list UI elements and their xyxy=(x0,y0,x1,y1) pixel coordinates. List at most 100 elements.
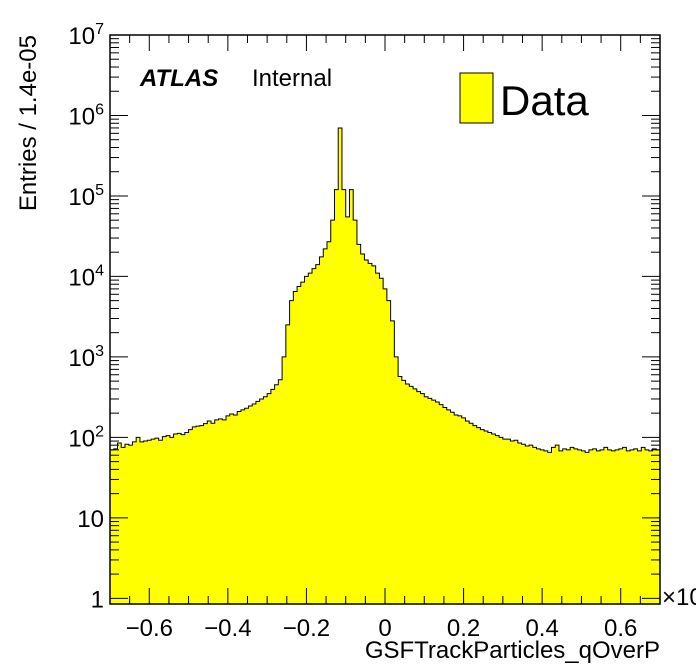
histogram-bar xyxy=(656,449,661,604)
histogram-bar xyxy=(484,430,489,604)
histogram-bar xyxy=(218,418,223,604)
y-tick-labels: 1 10 102 103 104 105 106 107 xyxy=(68,21,104,613)
histogram-bar xyxy=(450,412,455,604)
histogram-bar xyxy=(521,444,526,604)
axis-ticks xyxy=(109,34,661,604)
histogram-bar xyxy=(259,398,264,604)
histogram-bar xyxy=(334,189,339,604)
x-tick-label: 0.2 xyxy=(447,615,480,642)
histogram-bar xyxy=(349,189,354,604)
y-tick-label: 104 xyxy=(68,262,104,291)
histogram-bar xyxy=(356,244,362,604)
histogram-bar xyxy=(405,384,410,604)
histogram-bar xyxy=(630,449,635,604)
histogram-bar xyxy=(297,286,302,604)
histogram-bar xyxy=(637,450,642,604)
histogram-bar xyxy=(211,423,216,604)
histogram-bar xyxy=(435,402,440,604)
histogram-bar xyxy=(529,445,534,604)
legend: Data xyxy=(459,72,589,124)
histogram-bar xyxy=(327,241,332,605)
histogram-bar xyxy=(117,443,122,604)
histogram-bar xyxy=(345,216,350,604)
histogram-bar xyxy=(469,423,474,604)
histogram-bar xyxy=(184,432,189,604)
histogram-bar xyxy=(181,434,186,604)
histogram-bar xyxy=(233,414,238,604)
histogram-bar xyxy=(615,449,620,604)
y-tick-label: 107 xyxy=(68,21,104,50)
histogram-bar xyxy=(480,429,485,604)
histogram-bar xyxy=(248,406,253,604)
x-tick-label: 0.4 xyxy=(525,615,558,642)
histogram-bar xyxy=(401,380,406,604)
histogram-bar xyxy=(641,447,646,604)
histogram-bar xyxy=(237,411,242,604)
histogram-bar xyxy=(495,435,500,604)
histogram-bar xyxy=(244,408,249,604)
histogram-bar xyxy=(592,448,597,604)
histogram-bar xyxy=(555,445,560,604)
histogram-bar xyxy=(270,389,276,604)
histogram-bar xyxy=(300,282,305,604)
legend-entry-data: Data xyxy=(500,77,589,124)
histogram-bar xyxy=(304,276,309,604)
histogram-bar xyxy=(375,273,380,604)
histogram-bar xyxy=(420,393,425,604)
histogram-bar xyxy=(633,448,638,604)
x-tick-labels: −0.6 −0.4 −0.2 0 0.2 0.4 0.6 xyxy=(126,615,638,642)
histogram-bar xyxy=(188,429,193,604)
histogram-bar xyxy=(413,388,418,604)
histogram-bar xyxy=(341,189,347,604)
histogram-bar xyxy=(113,448,118,604)
x-multiplier-label: ×10 xyxy=(662,584,696,611)
histogram-bar xyxy=(364,259,369,604)
histogram-bar xyxy=(177,433,182,604)
x-axis-title: GSFTrackParticles_qOverP xyxy=(365,637,660,664)
histogram-bar xyxy=(622,447,627,604)
histogram-bar xyxy=(139,441,145,604)
histogram-bar xyxy=(558,450,564,604)
histogram-bar xyxy=(154,438,160,604)
histogram-bar xyxy=(540,449,545,604)
atlas-label: ATLAS xyxy=(139,65,218,92)
histogram-bar xyxy=(499,437,504,604)
histogram-bar xyxy=(618,448,623,604)
histogram-bar xyxy=(611,450,616,604)
histogram-bar xyxy=(476,427,481,604)
histogram-bar xyxy=(581,450,586,604)
histogram-bar xyxy=(136,437,141,604)
histogram-bar xyxy=(214,419,219,604)
histogram-bar xyxy=(128,445,133,604)
histogram-bar xyxy=(645,449,650,604)
histogram-bar xyxy=(338,127,343,605)
histogram-bar xyxy=(394,356,399,604)
histogram-bar xyxy=(222,419,227,604)
histogram-bar xyxy=(147,440,152,604)
histogram-bar xyxy=(162,436,167,604)
histogram-bar xyxy=(454,414,459,604)
histogram-bar xyxy=(525,446,530,604)
histogram-bar xyxy=(319,256,324,604)
histogram-bar xyxy=(457,415,463,604)
internal-label: Internal xyxy=(252,65,332,92)
histogram-bar xyxy=(124,444,130,604)
histogram-bar xyxy=(570,447,575,604)
histogram-bar xyxy=(323,248,328,605)
histogram-bar xyxy=(289,300,294,604)
histogram-bar xyxy=(461,417,466,604)
y-tick-label: 102 xyxy=(68,423,104,452)
histogram-bar xyxy=(360,253,365,605)
histogram-bar xyxy=(263,396,268,604)
histogram-bar xyxy=(353,220,358,604)
histogram-bar xyxy=(308,273,313,604)
histogram-bar xyxy=(255,401,261,604)
histogram-bar xyxy=(252,403,257,604)
histogram-bar xyxy=(424,396,429,604)
histogram-bar xyxy=(544,450,549,604)
histogram-bar xyxy=(110,449,115,604)
histogram-bar xyxy=(371,265,377,604)
histogram-bar xyxy=(416,391,421,604)
histogram-bar xyxy=(199,425,204,604)
histogram-bar xyxy=(577,449,582,604)
